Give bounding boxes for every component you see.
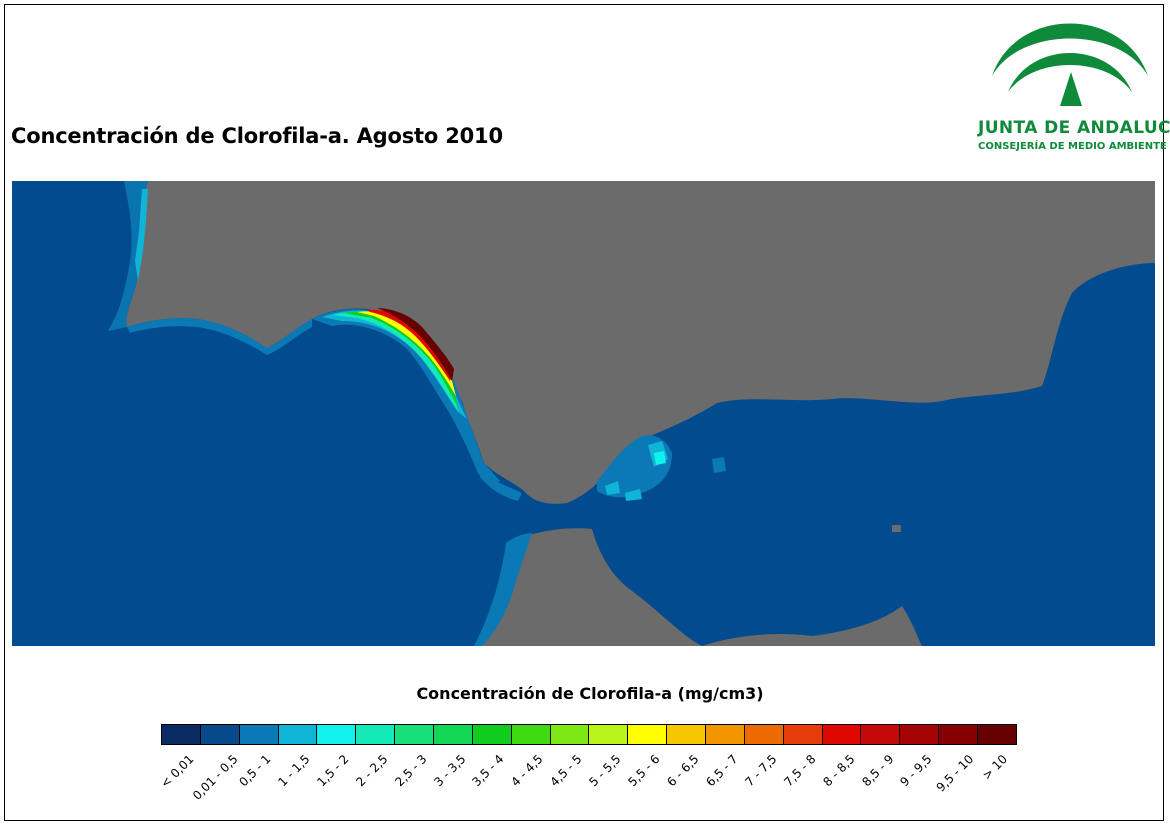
- strait-coast-band: [480, 471, 522, 501]
- legend-swatch: [162, 725, 201, 744]
- legend-swatch: [434, 725, 473, 744]
- portugal-coast-highlight: [135, 189, 148, 281]
- logo-name: JUNTA DE ANDALUCIA: [978, 118, 1170, 138]
- legend-swatch: [356, 725, 396, 744]
- alboran-bloom-3: [712, 457, 726, 473]
- legend-swatch: [939, 725, 979, 744]
- legend-title: Concentración de Clorofila-a (mg/cm3): [416, 684, 764, 703]
- legend-swatch: [978, 725, 1016, 744]
- legend-swatch: [317, 725, 357, 744]
- portugal-coast-band: [108, 181, 148, 331]
- logo-emblem-icon: [992, 23, 1148, 106]
- algarve-coast-band: [127, 318, 312, 355]
- legend-swatch: [706, 725, 745, 744]
- map-title: Concentración de Clorofila-a. Agosto 201…: [11, 124, 503, 148]
- legend-swatch: [783, 725, 823, 744]
- alboran-island: [892, 525, 901, 532]
- legend-swatch: [395, 725, 435, 744]
- legend-swatch: [511, 725, 551, 744]
- alboran-bloom-4: [625, 489, 642, 501]
- iberia-landmass: [126, 181, 1155, 504]
- legend-swatch: [472, 725, 512, 744]
- legend-swatch: [744, 725, 784, 744]
- alboran-bloom-2: [654, 451, 666, 465]
- junta-de-andalucia-logo: JUNTA DE ANDALUCIA CONSEJERÍA DE MEDIO A…: [978, 14, 1170, 164]
- legend-swatch: [550, 725, 590, 744]
- chlorophyll-map: [12, 181, 1155, 646]
- legend-swatch: [278, 725, 318, 744]
- legend-swatch: [628, 725, 668, 744]
- legend-swatch: [200, 725, 240, 744]
- legend-swatch: [900, 725, 940, 744]
- legend-color-bar: [161, 724, 1017, 745]
- alboran-bloom-5: [605, 481, 620, 495]
- gulf-cadiz-band-7: [377, 308, 454, 381]
- legend-swatch: [861, 725, 901, 744]
- morocco-coast-band: [474, 533, 532, 646]
- legend-swatch: [667, 725, 707, 744]
- legend-swatch: [239, 725, 279, 744]
- logo-subtitle: CONSEJERÍA DE MEDIO AMBIENTE: [978, 141, 1167, 152]
- legend-swatch: [589, 725, 629, 744]
- ceuta-landmass: [702, 606, 922, 646]
- africa-landmass: [480, 528, 702, 646]
- gulf-cadiz-band-1: [312, 309, 500, 484]
- legend-swatch: [822, 725, 862, 744]
